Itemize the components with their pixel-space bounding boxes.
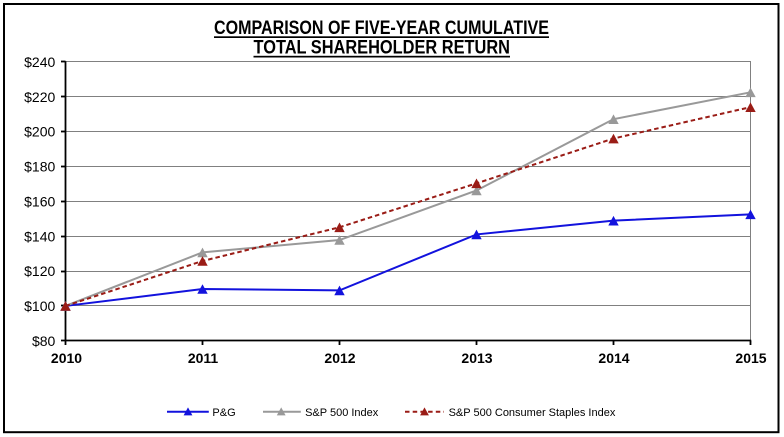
- svg-text:$200: $200: [24, 124, 55, 140]
- svg-text:P&G: P&G: [212, 407, 235, 419]
- svg-text:$180: $180: [24, 159, 55, 175]
- svg-text:$80: $80: [32, 333, 56, 349]
- svg-text:2015: 2015: [735, 350, 766, 366]
- svg-text:$240: $240: [24, 54, 55, 70]
- svg-text:$220: $220: [24, 89, 55, 105]
- svg-text:2011: 2011: [188, 350, 219, 366]
- svg-text:S&P 500 Consumer Staples Index: S&P 500 Consumer Staples Index: [449, 407, 616, 419]
- svg-text:$140: $140: [24, 228, 55, 244]
- svg-text:2012: 2012: [324, 350, 355, 366]
- svg-text:2013: 2013: [461, 350, 492, 366]
- svg-text:COMPARISON OF FIVE-YEAR CUMULA: COMPARISON OF FIVE-YEAR CUMULATIVE: [214, 18, 549, 39]
- svg-text:2010: 2010: [51, 350, 82, 366]
- svg-text:S&P 500 Index: S&P 500 Index: [305, 407, 379, 419]
- svg-text:$100: $100: [24, 298, 55, 314]
- svg-text:$160: $160: [24, 193, 55, 209]
- svg-text:2014: 2014: [598, 350, 629, 366]
- svg-text:$120: $120: [24, 263, 55, 279]
- svg-text:TOTAL SHAREHOLDER RETURN: TOTAL SHAREHOLDER RETURN: [254, 38, 511, 59]
